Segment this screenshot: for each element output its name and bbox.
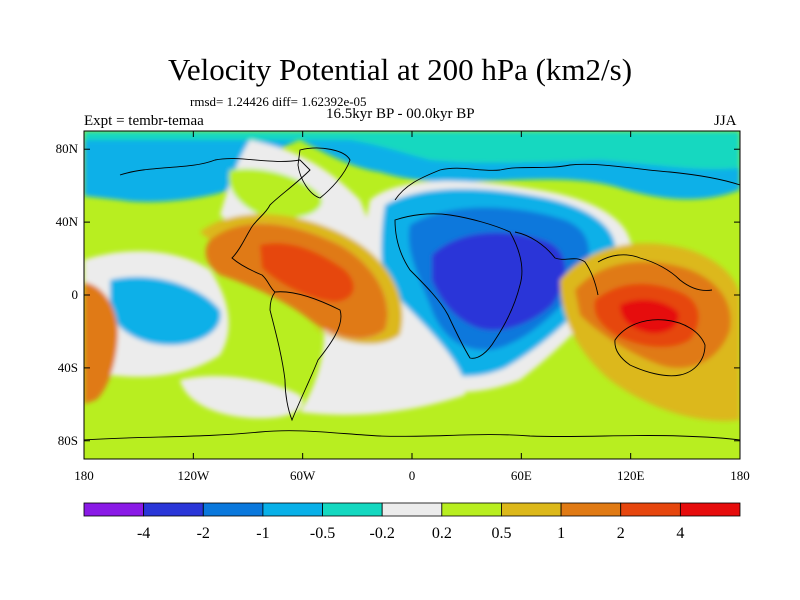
stats-line: rmsd= 1.24426 diff= 1.62392e-05 <box>190 94 367 109</box>
colorbar-swatch <box>441 502 502 517</box>
colorbar: -4 -2 -1 -0.5 -0.2 0.2 0.5 1 2 4 <box>83 502 741 542</box>
colorbar-label: 1 <box>557 525 565 542</box>
lat-tick-label: 40N <box>56 214 79 229</box>
contour-region-south-gray <box>180 375 303 419</box>
colorbar-label: 2 <box>617 525 625 542</box>
lat-tick-label: 40S <box>58 360 78 375</box>
colorbar-swatch <box>620 502 681 517</box>
lat-tick-label: 0 <box>72 287 79 302</box>
lat-tick-label: 80N <box>56 141 79 156</box>
lon-tick-label: 0 <box>409 468 416 483</box>
lon-tick-label: 60W <box>290 468 316 483</box>
lat-axis: 80N 40N 0 40S 80S <box>56 141 740 448</box>
contour-region-americas-core <box>260 243 354 302</box>
colorbar-label: -4 <box>137 525 150 542</box>
colorbar-label: 0.5 <box>491 525 511 542</box>
colorbar-swatch <box>83 502 145 517</box>
lat-tick-label: 80S <box>58 433 78 448</box>
coast-north-america <box>119 158 311 293</box>
season-label: JJA <box>714 113 737 129</box>
subtitle: 16.5kyr BP - 00.0kyr BP <box>326 106 475 122</box>
lon-axis: 180 120W 60W 0 60E 120E 180 <box>74 131 750 483</box>
contour-region-greenland-green <box>229 168 322 219</box>
coast-southeast-asia <box>597 254 713 291</box>
coast-antarctica <box>84 430 740 441</box>
colorbar-label: 0.2 <box>432 525 452 542</box>
coastlines <box>84 147 740 441</box>
colorbar-label: -0.5 <box>310 525 335 542</box>
colorbar-swatch <box>262 502 323 517</box>
coast-australia <box>614 319 706 377</box>
colorbar-swatch <box>501 502 562 517</box>
chart-title: Velocity Potential at 200 hPa (km2/s) <box>167 52 633 87</box>
coast-south-america <box>269 291 342 422</box>
lon-tick-label: 180 <box>74 468 94 483</box>
colorbar-swatch <box>560 502 622 517</box>
colorbar-swatch <box>143 502 204 517</box>
colorbar-label: -1 <box>256 525 269 542</box>
colorbar-label: -2 <box>197 525 210 542</box>
experiment-label: Expt = tembr-temaa <box>84 113 204 129</box>
contour-region-africa-core <box>432 232 566 331</box>
contour-region-maritime-red <box>620 299 679 334</box>
coast-arabia-india <box>514 231 599 296</box>
contour-region-north-cyan <box>84 131 740 170</box>
colorbar-swatch <box>381 502 443 517</box>
coast-africa <box>394 213 523 359</box>
colorbar-swatch <box>202 502 264 517</box>
coast-greenland <box>297 147 351 199</box>
contour-field <box>84 131 740 459</box>
colorbar-swatch <box>679 502 741 517</box>
colorbar-swatch <box>322 502 383 517</box>
colorbar-label: -0.2 <box>370 525 395 542</box>
lon-tick-label: 180 <box>730 468 750 483</box>
contour-region-dateline-orange <box>84 282 118 404</box>
coast-europe <box>394 163 740 201</box>
contour-region-americas-yellow <box>200 214 403 345</box>
lon-tick-label: 60E <box>511 468 532 483</box>
colorbar-label: 4 <box>676 525 684 542</box>
lon-tick-label: 120W <box>177 468 210 483</box>
contour-region-pacific-lightblue <box>110 276 221 345</box>
lon-tick-label: 120E <box>617 468 645 483</box>
